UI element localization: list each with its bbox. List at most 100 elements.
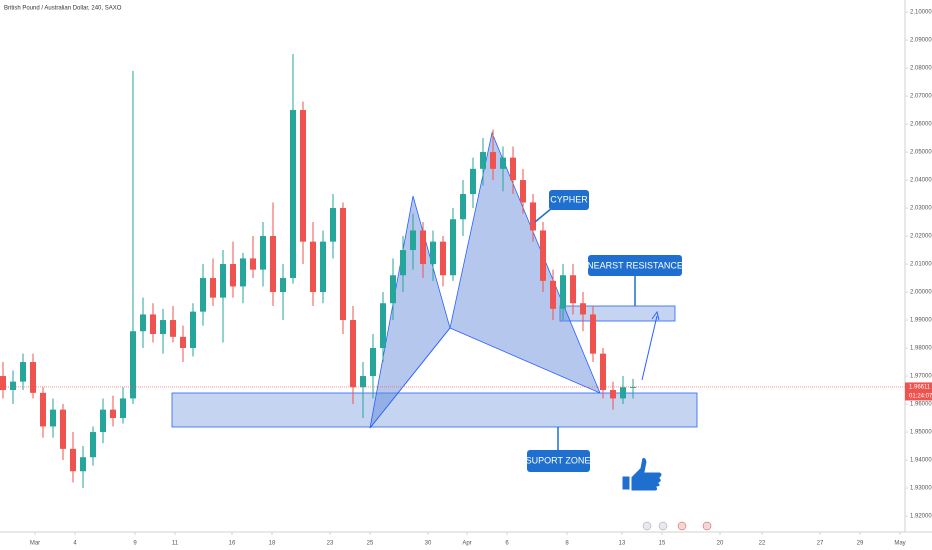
candle-body — [590, 314, 596, 354]
candle-body — [60, 409, 66, 449]
candle-body — [230, 264, 236, 287]
y-tick-label: 2.06000 — [910, 122, 932, 128]
x-tick-label: 20 — [717, 541, 724, 547]
y-tick-label: 2.00000 — [910, 290, 932, 296]
candle-body — [130, 331, 136, 399]
support-zone — [171, 392, 698, 428]
y-tick-label: 2.08000 — [910, 66, 932, 72]
x-tick-label: 8 — [565, 541, 569, 547]
candle-body — [100, 409, 106, 433]
x-tick-label: 9 — [133, 541, 137, 547]
candle-body — [250, 258, 256, 270]
candle-body — [450, 219, 456, 276]
candle-body — [600, 353, 606, 391]
x-tick-label: 16 — [229, 541, 236, 547]
candle-body — [620, 387, 626, 399]
candle-body — [530, 202, 536, 231]
candle-body — [580, 303, 586, 315]
candle-body — [260, 236, 266, 270]
candle-body — [420, 230, 426, 265]
y-tick-label: 1.95000 — [910, 430, 932, 436]
x-tick-label: 30 — [425, 541, 432, 547]
candle-body — [550, 280, 556, 309]
x-tick-label: 25 — [367, 541, 374, 547]
candle-body — [490, 152, 496, 169]
candle-body — [330, 208, 336, 242]
candle-body — [10, 381, 16, 391]
cypher-xb — [369, 327, 451, 429]
candle-body — [200, 278, 206, 312]
candle-body — [210, 278, 216, 298]
thumbs-up-icon — [621, 457, 663, 492]
candle-body — [560, 275, 566, 309]
x-tick-label: 15 — [659, 541, 666, 547]
arrow-head — [651, 310, 660, 321]
callout-cypher: CYPHER — [550, 194, 588, 204]
candle-body — [540, 230, 546, 281]
candle-body — [280, 278, 286, 293]
candle-body — [390, 275, 396, 304]
candle-body — [70, 448, 76, 472]
y-tick-label: 1.96000 — [910, 402, 932, 408]
x-tick-label: 6 — [505, 541, 509, 547]
event-icon[interactable] — [658, 521, 668, 531]
candle-body — [610, 390, 616, 399]
callout-resistance: NEARST RESISTANCE — [587, 260, 683, 270]
y-tick-label: 1.99000 — [910, 318, 932, 324]
candle-body — [110, 409, 116, 419]
candle-body — [340, 208, 346, 321]
y-tick-label: 2.04000 — [910, 178, 932, 184]
y-tick-label: 2.07000 — [910, 94, 932, 100]
callout-box — [588, 255, 682, 276]
resistance-zone — [559, 305, 676, 322]
event-icon[interactable] — [642, 521, 652, 531]
candle-body — [170, 320, 176, 337]
countdown-label: 01:24:07 — [909, 394, 932, 400]
last-price-label: 1.96611 — [909, 385, 931, 391]
candle-body — [520, 180, 526, 203]
y-tick-label: 1.92000 — [910, 514, 932, 520]
event-icon[interactable] — [702, 521, 712, 531]
callout-box — [549, 190, 589, 210]
candle-body — [160, 320, 166, 335]
candle-body — [310, 241, 316, 293]
candle-body — [440, 241, 446, 276]
x-tick-label: May — [894, 541, 905, 547]
candle-body — [400, 250, 406, 276]
candle-body — [410, 230, 416, 251]
candle-body — [300, 110, 306, 242]
y-tick-label: 2.09000 — [910, 38, 932, 44]
candle-body — [270, 236, 276, 293]
candle-body — [460, 194, 466, 220]
candle-body — [380, 303, 386, 349]
callout-support: SUPORT ZONE — [526, 455, 591, 465]
x-tick-label: 13 — [619, 541, 626, 547]
x-tick-label: 27 — [817, 541, 824, 547]
x-tick-label: 22 — [759, 541, 766, 547]
candle-body — [90, 432, 96, 458]
candle-body — [80, 457, 86, 472]
x-tick-label: 23 — [327, 541, 334, 547]
candle-body — [150, 314, 156, 335]
candle-body — [510, 157, 516, 181]
candle-body — [480, 152, 486, 169]
y-tick-label: 1.97000 — [910, 374, 932, 380]
x-tick-label: 18 — [269, 541, 276, 547]
chart-title: British Pound / Australian Dollar, 240, … — [4, 6, 122, 12]
candle-body — [350, 320, 356, 388]
candle-body — [320, 241, 326, 293]
candle-body — [0, 376, 6, 391]
callout-box — [527, 450, 590, 472]
x-tick-label: 11 — [172, 541, 179, 547]
candle-body — [630, 386, 636, 388]
candle-body — [470, 168, 476, 195]
y-tick-label: 2.03000 — [910, 206, 932, 212]
x-tick-label: 4 — [73, 541, 77, 547]
y-tick-label: 1.94000 — [910, 458, 932, 464]
candle-body — [430, 241, 436, 265]
candle-body — [500, 157, 506, 169]
event-icon[interactable] — [677, 521, 687, 531]
y-tick-label: 2.10000 — [910, 10, 932, 16]
candle-body — [570, 275, 576, 304]
